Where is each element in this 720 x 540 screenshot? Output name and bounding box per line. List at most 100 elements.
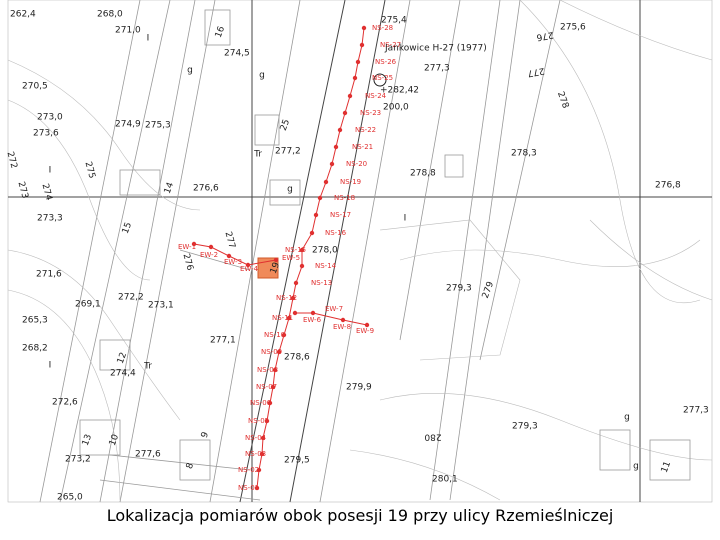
- elevation-label: 279,9: [346, 383, 372, 393]
- elevation-label: 277,3: [683, 406, 709, 416]
- elevation-label: 279,3: [446, 284, 472, 294]
- elevation-label: +282,42: [380, 86, 419, 96]
- point-label: EW-5: [282, 254, 300, 262]
- measurement-point: [355, 59, 361, 65]
- elevation-label: 278,6: [284, 353, 310, 363]
- measurement-point: [309, 230, 315, 236]
- map-label: 13: [81, 433, 94, 447]
- map-label: g: [287, 185, 293, 195]
- point-label: NS-26: [375, 58, 397, 66]
- map-label: 15: [121, 221, 134, 235]
- map-label: g: [259, 71, 265, 81]
- measurement-point: [293, 280, 299, 286]
- measurement-point: [272, 367, 278, 373]
- elevation-label: 276,6: [193, 184, 219, 194]
- measurement-point: [286, 315, 292, 321]
- point-label: NS-12: [276, 294, 297, 302]
- point-label: EW-1: [178, 243, 196, 251]
- elevation-label: 279,5: [284, 456, 310, 466]
- measurement-point: [270, 384, 276, 390]
- measurement-point: [364, 322, 370, 328]
- point-label: NS-07: [256, 383, 277, 391]
- elevation-label: 275,6: [560, 23, 586, 33]
- measurement-point: [323, 179, 329, 185]
- elevation-label: 200,0: [383, 103, 409, 113]
- measurement-point: [256, 467, 262, 473]
- point-label: NS-06: [250, 399, 272, 407]
- elevation-label: 273,2: [65, 455, 91, 465]
- measurement-point: [329, 161, 335, 167]
- elevation-label: 275,4: [381, 16, 407, 26]
- ew-line: [295, 312, 368, 326]
- map-label: 275: [82, 161, 96, 180]
- elevation-label: 272,6: [52, 398, 78, 408]
- point-label: NS-09: [261, 348, 282, 356]
- point-label: NS-16: [325, 229, 347, 237]
- elevation-label: 265,3: [22, 316, 48, 326]
- map-label: I: [404, 214, 407, 224]
- point-label: NS-20: [346, 160, 367, 168]
- map-label: I: [49, 166, 52, 176]
- measurement-point: [208, 244, 214, 250]
- point-label: NS-23: [360, 109, 381, 117]
- point-label: EW-9: [356, 327, 374, 335]
- map-label: I: [147, 34, 150, 44]
- point-label: NS-14: [315, 262, 337, 270]
- point-label: NS-02: [238, 466, 259, 474]
- measurement-point: [226, 253, 232, 259]
- elevation-label: 277,3: [424, 64, 450, 74]
- map-label: 278: [555, 90, 570, 110]
- measurement-point: [313, 212, 319, 218]
- map-label: 12: [116, 351, 129, 365]
- map-label: g: [187, 66, 193, 76]
- map-label: 8: [185, 462, 196, 471]
- measurement-point: [260, 435, 266, 441]
- measurement-point: [267, 400, 273, 406]
- elevation-label: 270,5: [22, 82, 48, 92]
- elevation-label: 274,4: [110, 369, 136, 379]
- elevation-label: 268,2: [22, 344, 48, 354]
- elevation-label: 275,3: [145, 121, 171, 131]
- elevation-label: 278,0: [312, 246, 338, 256]
- point-label: NS-17: [330, 211, 351, 219]
- measurement-point: [191, 241, 197, 247]
- map-label: 14: [163, 181, 176, 195]
- point-label: NS-08: [257, 366, 278, 374]
- point-label: NS-10: [264, 331, 285, 339]
- measurement-layer: NS-01 NS-02 NS-03 NS-04 NS-05 NS-06 NS-07 NS-08…: [4, 10, 708, 503]
- point-label: NS-01: [238, 484, 259, 492]
- map: NS-01 NS-02 NS-03 NS-04 NS-05 NS-06 NS-07 NS-08…: [4, 0, 713, 503]
- elevation-label: 280,1: [432, 475, 458, 485]
- elevation-label: 273,6: [33, 129, 59, 139]
- measurement-point: [290, 295, 296, 301]
- map-label: 276: [535, 29, 554, 42]
- elevation-label: 278,8: [410, 169, 436, 179]
- point-label: EW-8: [333, 323, 351, 331]
- point-label: EW-4: [240, 265, 259, 273]
- map-label: 273: [15, 181, 29, 200]
- point-label: NS-21: [352, 143, 373, 151]
- elevation-label: 268,0: [97, 10, 123, 20]
- elevation-label: 277,1: [210, 336, 236, 346]
- elevation-label: 276,8: [655, 181, 681, 191]
- caption: Lokalizacja pomiarów obok posesji 19 prz…: [106, 506, 614, 525]
- building-19: [257, 257, 279, 279]
- measurement-point: [340, 317, 346, 323]
- measurement-point: [264, 418, 270, 424]
- point-label: EW-6: [303, 316, 322, 324]
- map-label: g: [633, 462, 639, 472]
- measurement-point: [310, 310, 316, 316]
- measurement-point: [337, 127, 343, 133]
- map-label: 9: [200, 431, 211, 440]
- elevation-label: 279,3: [512, 422, 538, 432]
- map-label: 19: [269, 261, 282, 275]
- measurement-point: [273, 257, 279, 263]
- point-label: NS-19: [340, 178, 361, 186]
- point-label: EW-7: [325, 305, 343, 313]
- elevation-label: 274,5: [224, 49, 250, 59]
- elevation-label: 274,9: [115, 120, 141, 130]
- point-label: NS-05: [248, 417, 269, 425]
- measurement-point: [259, 451, 265, 457]
- elevation-label: 278,3: [511, 149, 537, 159]
